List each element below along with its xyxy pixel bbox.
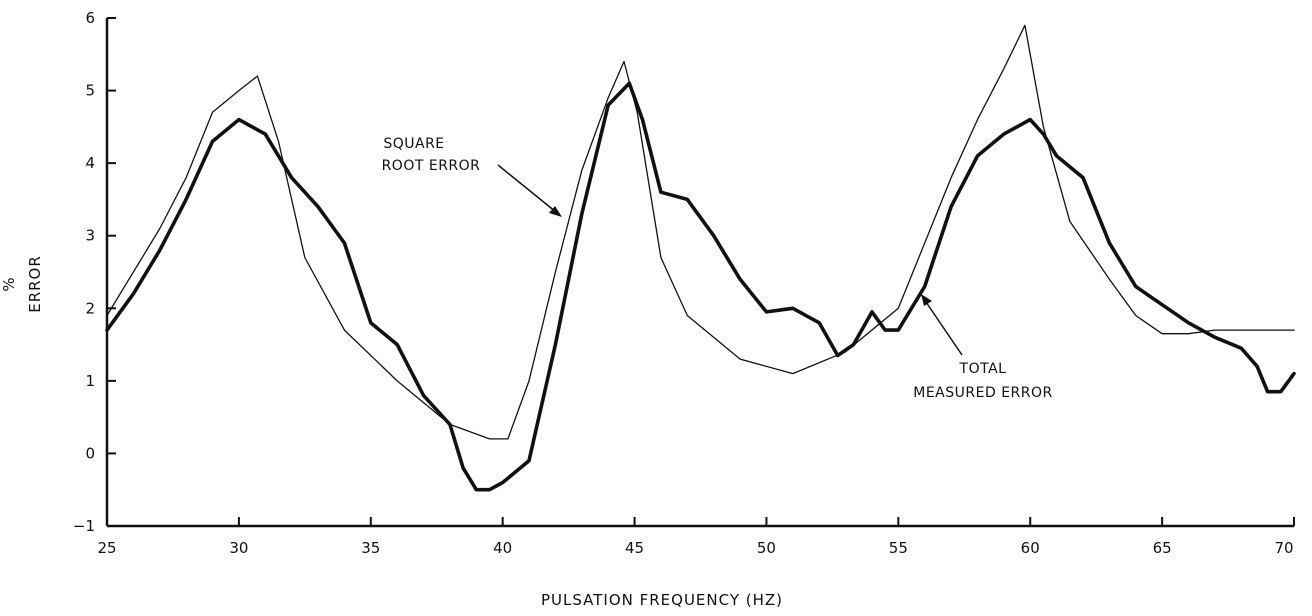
annotation-total-measured-error-line2: MEASURED ERROR (913, 385, 1053, 401)
annotation-total-measured-error-arrowhead (921, 294, 932, 306)
annotation-square-root-error-line1: SQUARE (383, 136, 444, 152)
y-tick-label: −1 (73, 517, 95, 535)
x-tick-label: 65 (1153, 539, 1172, 557)
series-line-square-root-error (106, 24, 1295, 440)
x-tick-label: 55 (889, 539, 908, 557)
y-tick-label: 0 (85, 444, 95, 462)
x-tick-label: 45 (625, 539, 644, 557)
x-tick-label: 30 (229, 539, 248, 557)
annotation-total-measured-error-arrow (925, 301, 963, 356)
x-tick-label: 50 (757, 539, 776, 557)
x-tick-label: 40 (493, 539, 512, 557)
x-tick-label: 70 (1274, 539, 1293, 557)
axes (105, 18, 1294, 528)
y-tick-label: 4 (85, 154, 95, 172)
annotation-total-measured-error-line1: TOTAL (959, 361, 1007, 377)
annotation-square-root-error-arrow (497, 164, 557, 213)
y-tick-label: 3 (85, 227, 95, 245)
y-axis-label-percent: % (0, 276, 18, 291)
annotation-total-measured-error: TOTAL MEASURED ERROR (913, 294, 1053, 401)
y-tick-label: 1 (85, 372, 95, 390)
y-tick-label: 5 (85, 82, 95, 100)
x-tick-label: 60 (1021, 539, 1040, 557)
y-tick-label: 6 (85, 9, 95, 27)
series-line-total-measured-error (105, 81, 1296, 492)
x-tick-label: 25 (97, 539, 116, 557)
y-tick-label: 2 (85, 299, 95, 317)
x-tick-label: 35 (361, 539, 380, 557)
x-axis-label: PULSATION FREQUENCY (HZ) (541, 591, 783, 609)
annotation-square-root-error-arrowhead (549, 206, 562, 217)
annotation-square-root-error-line2: ROOT ERROR (382, 158, 481, 174)
annotation-square-root-error: SQUARE ROOT ERROR (382, 136, 562, 217)
series-group (105, 24, 1296, 492)
y-axis-label-error: ERROR (26, 255, 44, 313)
